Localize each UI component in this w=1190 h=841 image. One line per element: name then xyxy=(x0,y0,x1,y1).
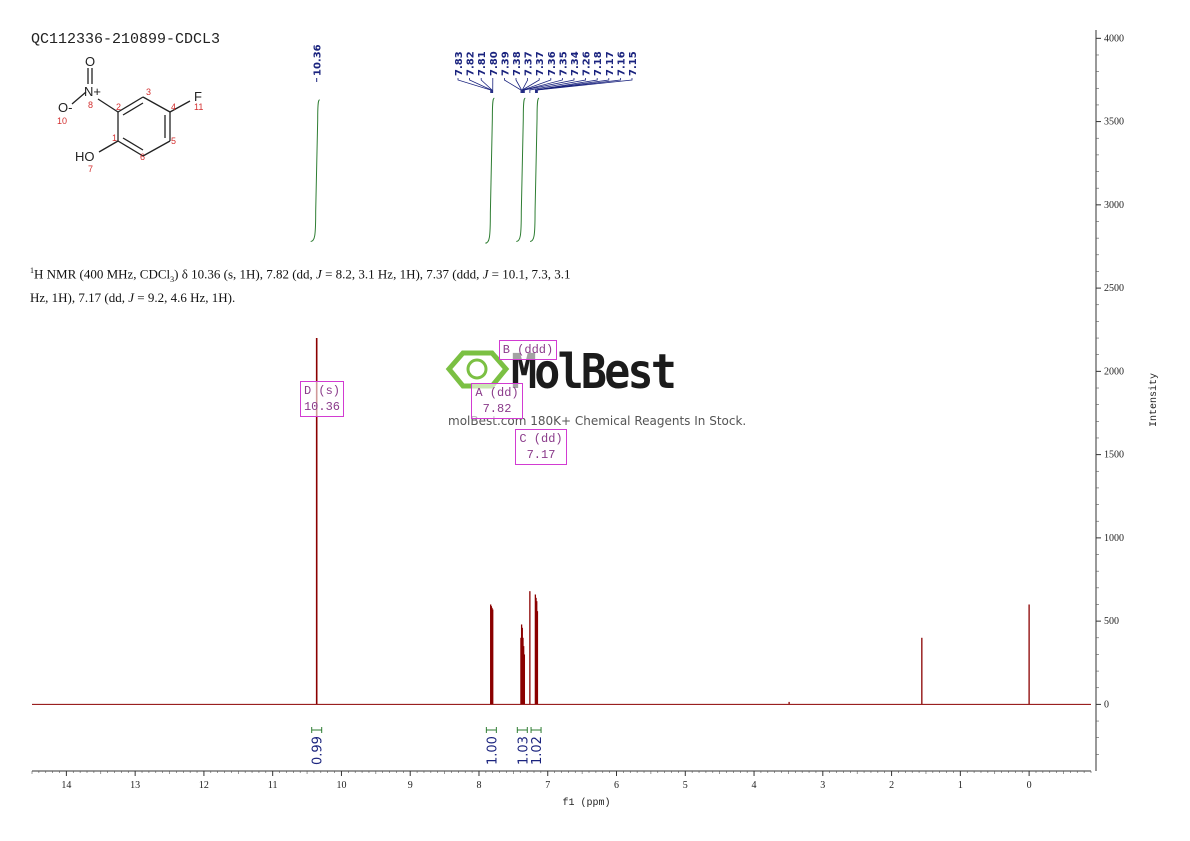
integral-value: 1.03 xyxy=(516,736,531,765)
y-tick-label: 500 xyxy=(1104,616,1119,627)
x-tick-label: 7 xyxy=(545,780,550,791)
peak-label: 7.26 xyxy=(582,51,593,76)
y-tick-label: 0 xyxy=(1104,699,1109,710)
peak-labels: 10.36 7.83 7.82 7.81 7.80 7.39 7.38 7.37 7.37 7.3… xyxy=(313,44,639,93)
atom-number-8: 8 xyxy=(88,100,93,110)
atom-number-1: 1 xyxy=(112,133,117,143)
peak-label-connector xyxy=(535,78,610,93)
peak-box-b: B (ddd) xyxy=(499,340,557,360)
y-tick-label: 2500 xyxy=(1104,283,1124,294)
x-tick-label: 6 xyxy=(614,780,619,791)
x-tick-label: 1 xyxy=(958,780,963,791)
integral-value: 1.00 xyxy=(485,736,500,765)
peak-label-connector xyxy=(529,78,586,93)
peak-label: 7.37 xyxy=(524,51,535,76)
x-tick-label: 10 xyxy=(336,780,346,791)
chemical-structure: O N+ O- F HO 1 2 3 4 5 6 7 8 10 11 xyxy=(57,54,203,174)
peak-label: 10.36 xyxy=(313,44,324,76)
peak-label: 7.38 xyxy=(512,51,523,76)
integral-value: 1.02 xyxy=(530,736,545,765)
peak-label: 7.81 xyxy=(477,51,488,76)
peak-label-connector xyxy=(536,78,621,93)
atom-number-11: 11 xyxy=(194,102,203,112)
peak-label-connector xyxy=(457,78,492,93)
peak-label: 7.16 xyxy=(616,51,627,76)
x-axis-label: f1 (ppm) xyxy=(562,797,610,809)
atom-oxygen-top: O xyxy=(85,54,95,69)
peak-label-connector xyxy=(534,78,598,93)
x-tick-label: 2 xyxy=(889,780,894,791)
integral-curve xyxy=(310,99,320,242)
peak-label: 7.39 xyxy=(500,51,511,76)
y-axis-label: Intensity xyxy=(1148,373,1160,427)
peak-label: 7.15 xyxy=(628,51,639,76)
integral-curve xyxy=(529,97,540,242)
peak-label: 7.18 xyxy=(593,51,604,76)
peak-label: 7.34 xyxy=(570,51,581,76)
atom-fluorine: F xyxy=(194,89,202,104)
x-tick-label: 11 xyxy=(268,780,278,791)
x-tick-label: 5 xyxy=(683,780,688,791)
peak-label: 7.35 xyxy=(558,51,569,76)
atom-number-7: 7 xyxy=(88,164,93,174)
y-tick-label: 3500 xyxy=(1104,117,1124,128)
peak-label-connector xyxy=(503,78,522,93)
peak-label: 7.36 xyxy=(547,51,558,76)
axes: 14 13 12 11 10 9 8 7 6 5 4 3 2 1 005001000150020002500… xyxy=(31,30,1160,809)
peak-label: 7.37 xyxy=(535,51,546,76)
molbest-logo-icon xyxy=(445,350,510,389)
peak-label-connector xyxy=(522,78,552,93)
peak-label: 7.17 xyxy=(605,51,616,76)
atom-number-2: 2 xyxy=(116,102,121,112)
integral-markers: 0.99 1.00 1.031.02 xyxy=(311,727,545,765)
x-tick-label: 13 xyxy=(130,780,140,791)
peak-label: 7.82 xyxy=(466,51,477,76)
atom-oxygen-minus: O- xyxy=(58,100,72,115)
integral-curve xyxy=(516,97,526,242)
atom-number-4: 4 xyxy=(171,102,176,112)
nmr-description: 1H NMR (400 MHz, CDCl3) δ 10.36 (s, 1H),… xyxy=(30,266,571,305)
x-tick-label: 8 xyxy=(476,780,481,791)
peak-box-a: A (dd) 7.82 xyxy=(471,383,523,419)
integral-curves xyxy=(310,97,540,244)
y-tick-label: 1000 xyxy=(1104,533,1124,544)
integral-curve xyxy=(485,97,495,244)
peak-label-connector xyxy=(469,78,492,93)
integral-value: 0.99 xyxy=(311,736,326,765)
atom-nitrogen: N+ xyxy=(84,84,101,99)
x-tick-label: 0 xyxy=(1027,780,1032,791)
x-tick-label: 3 xyxy=(820,780,825,791)
peak-label-connector xyxy=(523,78,575,93)
atom-hydroxyl: HO xyxy=(75,149,95,164)
sample-id: QC112336-210899-CDCL3 xyxy=(31,31,221,48)
peak-label-connector xyxy=(480,78,493,93)
x-tick-label: 4 xyxy=(752,780,757,791)
y-tick-label: 2000 xyxy=(1104,366,1124,377)
atom-number-3: 3 xyxy=(146,87,151,97)
atom-number-10: 10 xyxy=(57,116,67,126)
peak-label-connector xyxy=(537,78,633,93)
peak-label: 7.80 xyxy=(489,51,500,76)
peak-label: 7.83 xyxy=(454,51,465,76)
y-tick-label: 1500 xyxy=(1104,450,1124,461)
peak-box-c: C (dd) 7.17 xyxy=(515,429,567,465)
atom-number-6: 6 xyxy=(140,152,145,162)
peak-label-connector xyxy=(515,78,523,93)
y-tick-label: 4000 xyxy=(1104,33,1124,44)
x-tick-label: 14 xyxy=(61,780,71,791)
peak-label-connector xyxy=(523,78,563,93)
atom-number-5: 5 xyxy=(171,136,176,146)
y-tick-label: 3000 xyxy=(1104,200,1124,211)
peak-label-connector xyxy=(521,78,540,93)
peak-box-d: D (s) 10.36 xyxy=(300,381,344,417)
x-tick-label: 9 xyxy=(408,780,413,791)
x-tick-label: 12 xyxy=(199,780,209,791)
